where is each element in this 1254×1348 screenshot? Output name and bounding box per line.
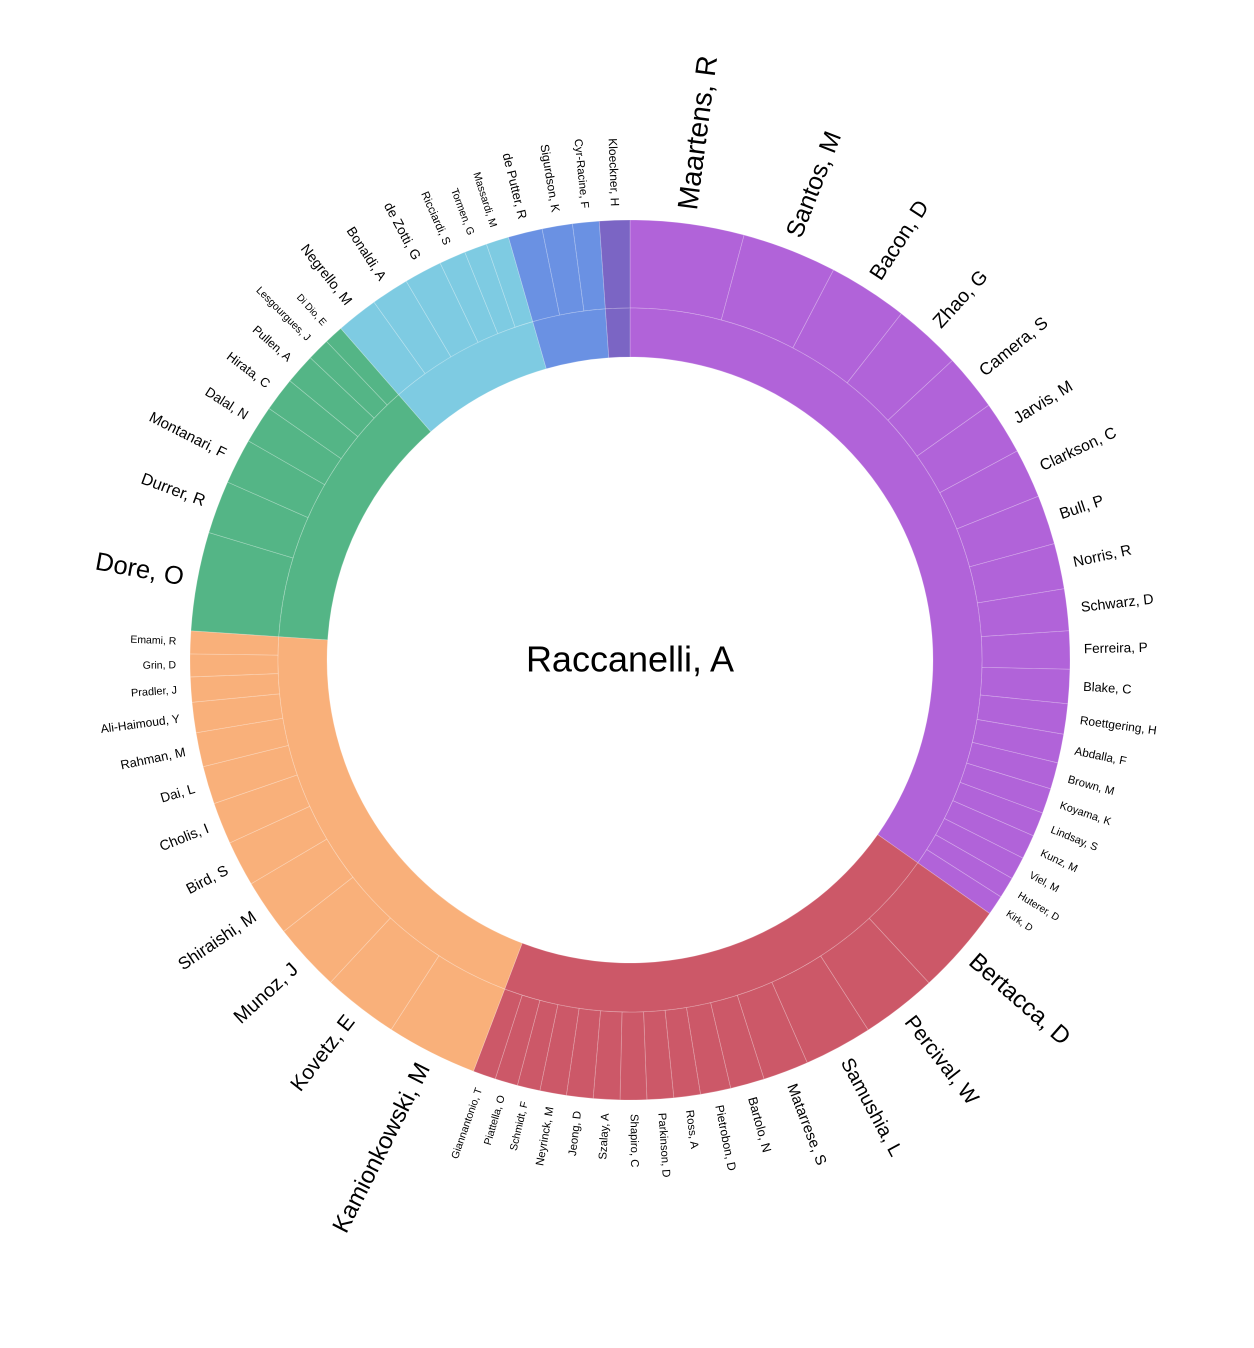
author-label: Szalay, A bbox=[597, 1113, 611, 1160]
author-label: Dore, O bbox=[93, 548, 186, 592]
author-label: Blake, C bbox=[1083, 679, 1132, 697]
author-label: Norris, R bbox=[1072, 542, 1134, 571]
group-segment bbox=[629, 307, 983, 864]
center-label: Raccanelli, A bbox=[526, 639, 734, 680]
author-label: Kamionkowski, M bbox=[327, 1058, 435, 1237]
author-label: Bull, P bbox=[1057, 492, 1106, 523]
author-label: Pietrobon, D bbox=[712, 1104, 739, 1172]
author-label: Parkinson, D bbox=[655, 1113, 671, 1178]
author-label: Ali-Haimoud, Y bbox=[100, 712, 181, 736]
author-label: Maartens, R bbox=[672, 54, 724, 212]
author-label: Schwarz, D bbox=[1080, 592, 1154, 616]
group-segment bbox=[277, 636, 523, 990]
author-label: Bonaldi, A bbox=[344, 224, 390, 283]
author-label: Koyama, K bbox=[1058, 800, 1113, 829]
author-label: Ferreira, P bbox=[1084, 640, 1148, 656]
author-label: Viel, M bbox=[1027, 869, 1061, 895]
author-segment bbox=[619, 1011, 648, 1101]
author-label: Jarvis, M bbox=[1010, 377, 1076, 427]
author-label: Lindsay, S bbox=[1049, 824, 1100, 854]
author-label: Bartolo, N bbox=[745, 1095, 775, 1154]
author-label: Grin, D bbox=[143, 659, 177, 671]
author-label: Shapiro, C bbox=[628, 1114, 640, 1167]
author-label: Jeong, D bbox=[567, 1110, 584, 1156]
group-segment bbox=[398, 321, 547, 433]
author-label: Camera, S bbox=[975, 312, 1052, 380]
author-label: Tormen, G bbox=[448, 187, 476, 237]
author-label: Kunz, M bbox=[1038, 847, 1079, 875]
author-label: Rahman, M bbox=[119, 744, 187, 772]
author-label: Pradler, J bbox=[131, 684, 178, 699]
author-label: Giannantonio, T bbox=[449, 1086, 485, 1161]
author-label: Roettgering, H bbox=[1079, 713, 1158, 737]
author-label: de Zotti, G bbox=[381, 200, 424, 263]
author-label: de Putter, R bbox=[500, 151, 531, 220]
author-label: Bacon, D bbox=[864, 195, 934, 284]
author-label: Kovetz, E bbox=[286, 1011, 359, 1096]
author-label: Dalal, N bbox=[202, 384, 251, 422]
author-label: Matarrese, S bbox=[783, 1081, 829, 1167]
author-label: Brown, M bbox=[1066, 774, 1115, 798]
author-label: Emami, R bbox=[130, 634, 177, 648]
author-segment bbox=[189, 653, 279, 678]
author-label: Zhao, G bbox=[929, 266, 993, 333]
author-label: Montanari, F bbox=[146, 409, 229, 462]
author-label: Ricciardi, S bbox=[418, 190, 452, 248]
author-label: Cholis, I bbox=[157, 821, 211, 855]
author-label: Ross, A bbox=[683, 1109, 700, 1150]
author-label: Abdalla, F bbox=[1073, 745, 1127, 768]
author-label: Piattella, O bbox=[482, 1094, 508, 1147]
author-segment bbox=[980, 630, 1071, 670]
author-label: Munoz, J bbox=[230, 959, 303, 1029]
author-label: Neyrinck, M bbox=[534, 1106, 556, 1167]
author-label: Hirata, C bbox=[224, 349, 273, 391]
author-label: Clarkson, C bbox=[1037, 424, 1119, 474]
author-label: Bertacca, D bbox=[964, 948, 1076, 1051]
author-label: Bird, S bbox=[183, 862, 231, 898]
author-label: Massardi, M bbox=[470, 171, 499, 229]
author-label: Cyr-Racine, F bbox=[571, 138, 590, 209]
author-label: Santos, M bbox=[781, 128, 847, 242]
author-label: Kloeckner, H bbox=[606, 138, 622, 206]
author-label: Samushia, L bbox=[836, 1054, 907, 1160]
group-segment bbox=[604, 307, 631, 359]
group-segment bbox=[278, 394, 432, 641]
author-label: Schmidt, F bbox=[508, 1100, 531, 1152]
author-label: Sigurdson, K bbox=[537, 143, 562, 213]
author-label: Dai, L bbox=[159, 781, 198, 806]
author-label: Shiraishi, M bbox=[174, 907, 260, 974]
author-label: Pullen, A bbox=[250, 323, 295, 365]
author-label: Durrer, R bbox=[139, 470, 208, 510]
author-label: Percival, W bbox=[900, 1011, 983, 1109]
author-label: Kirk, D bbox=[1004, 909, 1035, 935]
